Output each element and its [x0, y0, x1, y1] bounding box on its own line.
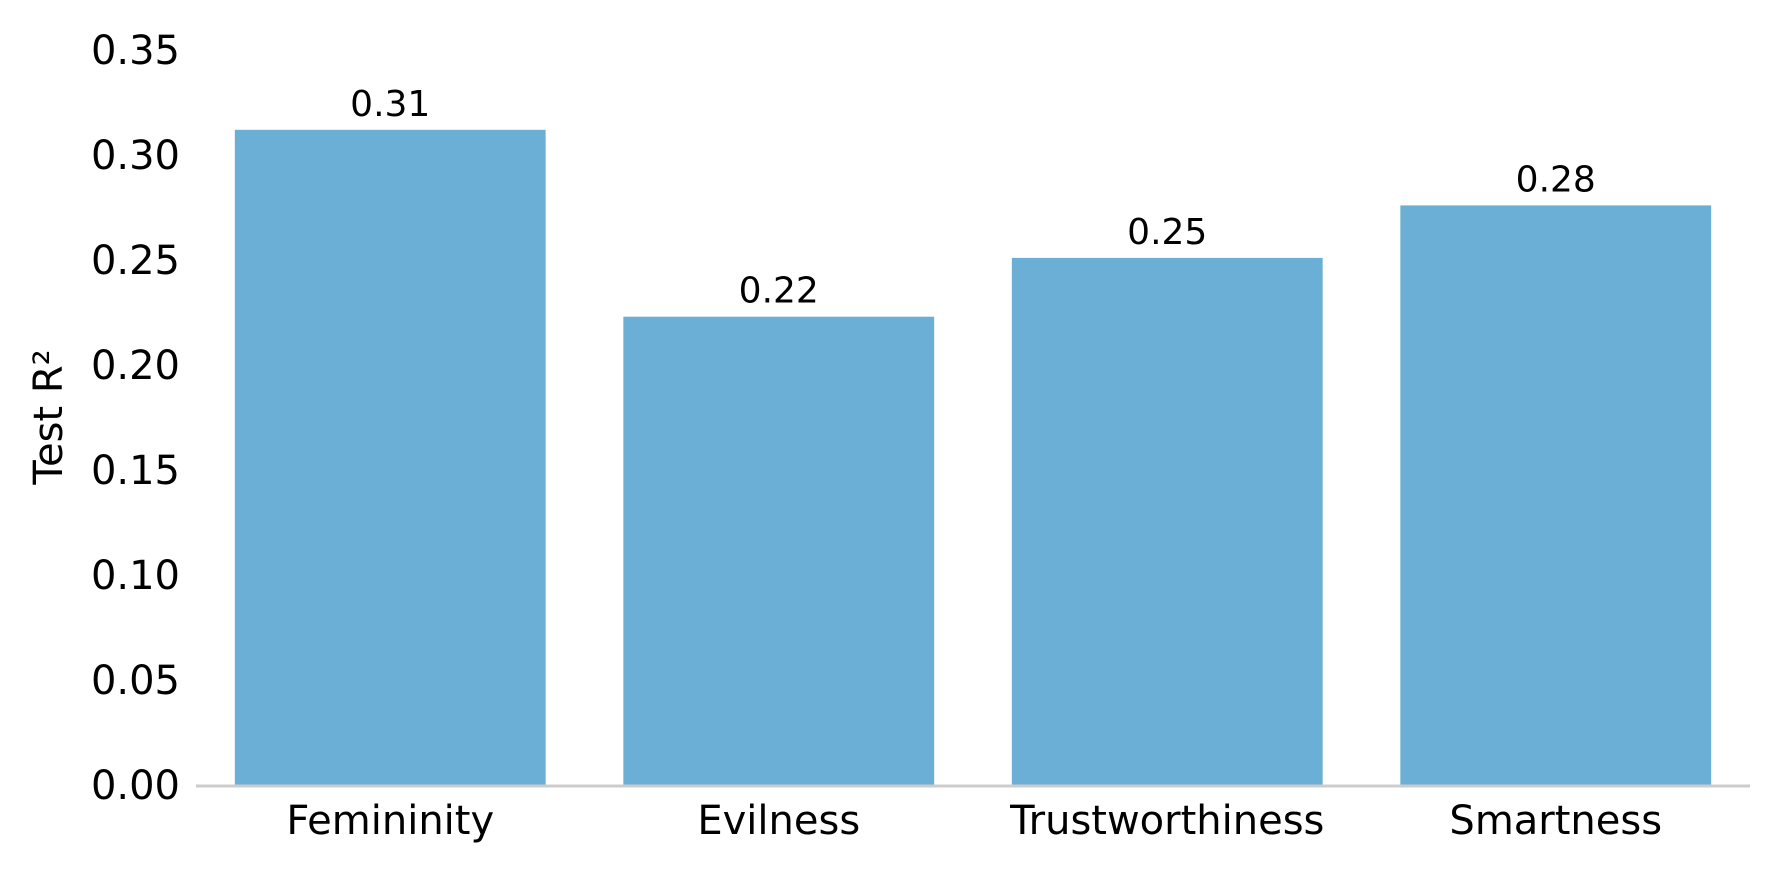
y-axis-title: Test R²	[26, 349, 72, 485]
bar	[1011, 257, 1323, 785]
y-tick-label: 0.35	[91, 28, 180, 74]
y-tick-label: 0.15	[91, 448, 180, 494]
data-label: 0.28	[1516, 159, 1596, 200]
y-tick-label: 0.05	[91, 658, 180, 704]
y-tick-label: 0.25	[91, 238, 180, 284]
x-tick-label: Evilness	[697, 798, 860, 844]
bar	[234, 129, 546, 786]
x-tick-label: Smartness	[1449, 798, 1662, 844]
y-tick-label: 0.30	[91, 133, 180, 179]
bar	[623, 316, 935, 785]
x-tick-label: Trustworthiness	[1009, 798, 1324, 844]
bar-series	[234, 129, 1712, 786]
y-axis-ticks: 0.00 0.05 0.10 0.15 0.20 0.25 0.30 0.35	[91, 28, 180, 809]
y-tick-label: 0.00	[91, 763, 180, 809]
data-labels: 0.31 0.22 0.25 0.28	[350, 84, 1596, 312]
data-label: 0.31	[350, 84, 430, 125]
x-tick-label: Femininity	[286, 798, 494, 844]
x-axis-category-labels: Femininity Evilness Trustworthiness Smartne…	[286, 798, 1662, 844]
y-tick-label: 0.20	[91, 343, 180, 389]
data-label: 0.22	[739, 271, 819, 312]
data-label: 0.25	[1127, 212, 1207, 253]
bar	[1400, 205, 1712, 785]
y-tick-label: 0.10	[91, 553, 180, 599]
